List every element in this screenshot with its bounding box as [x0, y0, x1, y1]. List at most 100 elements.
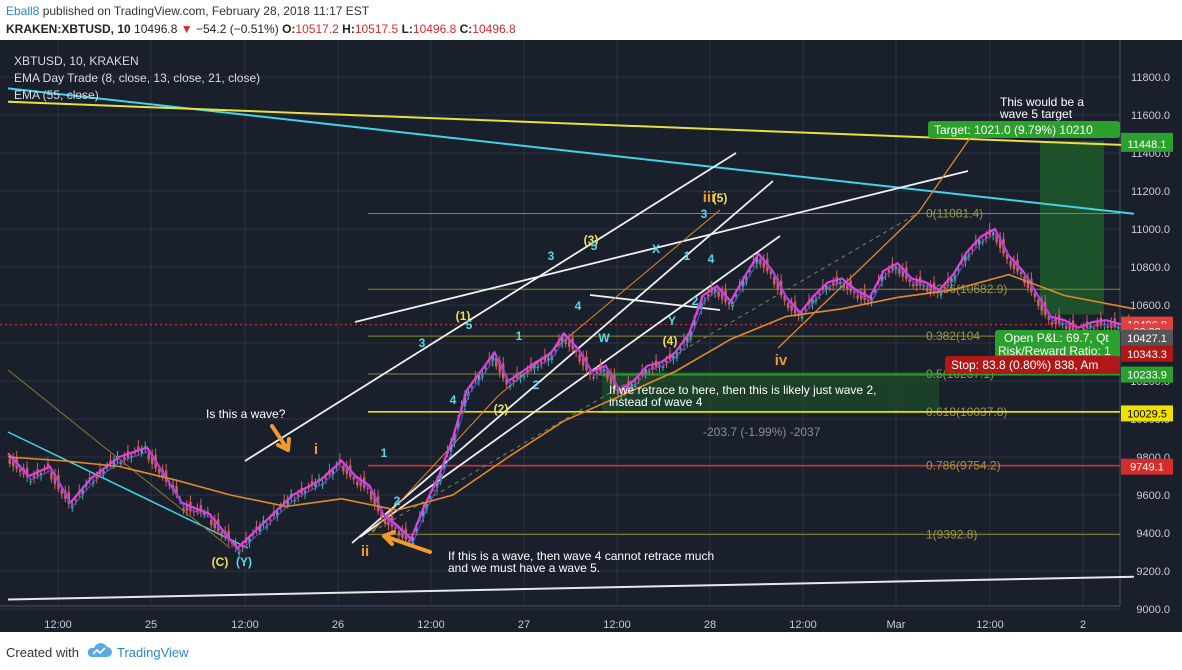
price-tag — [1121, 135, 1173, 152]
candle-body — [700, 298, 703, 310]
y-tick-label: 10800.0 — [1130, 262, 1170, 274]
candle-body — [373, 493, 376, 506]
annotation-is-wave: Is this a wave? — [206, 407, 286, 421]
candle-body — [717, 291, 720, 297]
ema-day-trade-line-2 — [9, 232, 1136, 553]
wave-label-cyan: 4 — [575, 299, 582, 313]
candle-body — [81, 489, 84, 495]
candle-body — [151, 454, 154, 465]
wave-label-cyan: Y — [668, 314, 676, 328]
candle-body — [366, 487, 369, 489]
price-chart[interactable]: 11800.011600.011400.011200.011000.010800… — [0, 40, 1182, 632]
candle-body — [713, 289, 717, 293]
candle-body — [804, 309, 807, 311]
candle-body — [401, 529, 404, 538]
candle-body — [435, 479, 439, 488]
candle-body — [39, 473, 43, 476]
candle-body — [898, 268, 901, 274]
author-link[interactable]: Eball8 — [6, 4, 40, 18]
x-tick-label: 25 — [145, 619, 157, 631]
legend-ema-55: EMA (55, close) — [14, 88, 99, 102]
candle-body — [866, 300, 870, 302]
candle-body — [512, 379, 515, 382]
candle-body — [522, 375, 526, 378]
open-label: O: — [282, 22, 296, 36]
candle-body — [1089, 325, 1092, 329]
candle-body — [203, 512, 206, 515]
wave-label-orange: iii — [703, 189, 716, 206]
candle-body — [689, 330, 693, 340]
candle-body — [647, 371, 651, 373]
candle-body — [856, 295, 859, 299]
candle-body — [1047, 315, 1050, 320]
wave-label-cyan: (Y) — [236, 555, 252, 569]
candle-body — [1009, 261, 1012, 267]
x-tick-label: 12:00 — [789, 619, 817, 631]
candle-body — [925, 287, 929, 291]
x-tick-label: 26 — [332, 619, 344, 631]
risk-reward-label: Risk/Reward Ratio: 1 — [998, 344, 1111, 358]
candle-body — [978, 240, 981, 245]
price-tag-label: 10233.9 — [1127, 370, 1167, 382]
candle-body — [578, 354, 581, 362]
x-tick-label: 12:00 — [417, 619, 445, 631]
wave-label-cyan: 1 — [381, 446, 388, 460]
x-tick-label: 12:00 — [231, 619, 259, 631]
price-tag-label: 9749.1 — [1130, 462, 1164, 474]
candle-body — [60, 489, 64, 494]
candle-body — [623, 389, 627, 392]
candle-body — [630, 384, 633, 388]
wave-label-yellow: (3) — [584, 233, 599, 247]
candle-body — [286, 498, 289, 506]
y-tick-label: 9400.0 — [1136, 528, 1170, 540]
candle-body — [773, 276, 776, 285]
candle-body — [661, 366, 665, 368]
candle-body — [991, 232, 995, 236]
candle-body — [912, 284, 915, 287]
candle-body — [964, 255, 967, 263]
wave-label-cyan: 2 — [692, 294, 699, 308]
channel-line — [351, 180, 774, 544]
candle-body — [568, 338, 571, 347]
candle-body — [342, 466, 345, 472]
candle-body — [832, 282, 835, 286]
y-tick-label: 9600.0 — [1136, 490, 1170, 502]
chart-area[interactable]: 11800.0 11600.0 11400.0 11200.0 11000.0 10800… — [0, 40, 1182, 632]
y-tick-label: 11200.0 — [1131, 186, 1170, 198]
x-tick-label: 12:00 — [44, 619, 72, 631]
annotation-retrace-line2: instead of wave 4 — [609, 395, 703, 409]
candle-body — [237, 551, 241, 554]
last-price: 10496.8 — [134, 22, 178, 36]
y-tick-label: 11600.0 — [1131, 110, 1170, 122]
candle-body — [842, 284, 845, 289]
wave-label-cyan: 2 — [533, 378, 540, 392]
candle-body — [846, 282, 849, 290]
candle-body — [811, 298, 814, 305]
price-tag-label: 10427.1 — [1127, 333, 1167, 345]
candle-body — [359, 479, 362, 487]
candle-body — [755, 257, 759, 264]
candle-body — [1106, 325, 1110, 328]
candle-body — [123, 456, 126, 461]
candle-body — [296, 494, 300, 497]
candle-body — [495, 358, 498, 367]
candle-body — [255, 527, 258, 530]
candle-body — [43, 469, 46, 471]
candle-body — [25, 467, 29, 478]
price-tag — [1121, 366, 1173, 383]
candle-body — [852, 291, 856, 294]
candle-body — [998, 236, 1002, 248]
candle-body — [408, 539, 411, 543]
candle-body — [790, 302, 793, 311]
publish-line: Eball8 published on TradingView.com, Feb… — [6, 4, 369, 18]
candle-body — [786, 303, 790, 309]
candle-body — [547, 357, 550, 361]
candle-body — [29, 481, 32, 483]
candle-body — [574, 349, 578, 353]
price-tag — [1121, 458, 1173, 475]
candle-body — [422, 507, 425, 518]
candle-body — [950, 278, 953, 283]
candle-body — [880, 274, 884, 283]
y-tick-label: 11800.0 — [1131, 72, 1170, 84]
tradingview-link[interactable]: TradingView — [117, 645, 189, 660]
